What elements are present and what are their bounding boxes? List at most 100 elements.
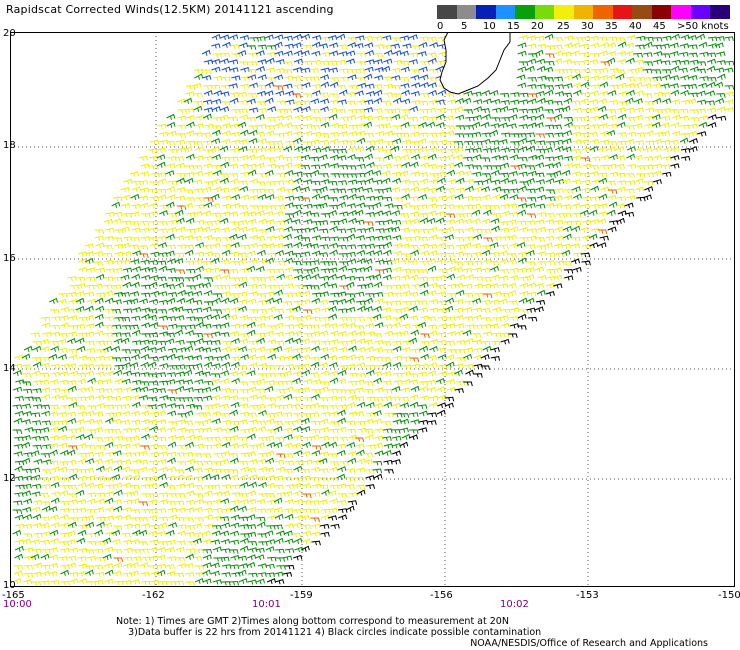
wind-barb (50, 364, 61, 369)
wind-barb (562, 130, 572, 137)
legend-swatch (476, 5, 496, 19)
wind-barb (147, 419, 158, 425)
wind-barb (507, 123, 517, 129)
wind-barb (606, 57, 616, 64)
wind-barb (444, 234, 454, 241)
wind-barb (546, 196, 556, 202)
wind-barb (113, 338, 123, 345)
wind-barb (382, 301, 393, 307)
wind-barb (310, 124, 320, 130)
wind-barb (257, 533, 267, 539)
wind-barb (194, 226, 204, 233)
wind-barb (255, 442, 265, 449)
wind-barb (247, 426, 258, 433)
wind-barb (132, 556, 142, 562)
wind-barb (381, 421, 392, 426)
wind-barb (626, 34, 636, 41)
wind-barb (139, 202, 149, 209)
wind-barb (356, 305, 366, 312)
wind-barb (625, 173, 635, 178)
wind-barb (60, 580, 70, 586)
wind-barb (186, 341, 196, 346)
wind-barb (239, 34, 250, 41)
wind-barb (75, 433, 85, 441)
wind-barb (688, 74, 698, 81)
wind-barb (724, 107, 734, 113)
wind-barb (229, 297, 239, 304)
wind-barb (381, 177, 391, 184)
wind-barb (564, 35, 574, 41)
wind-barb (138, 450, 148, 457)
wind-barb (231, 492, 241, 497)
wind-barb (132, 379, 142, 385)
wind-barb (347, 179, 358, 185)
wind-barb (230, 306, 241, 313)
wind-barb (519, 114, 529, 121)
wind-barb (436, 347, 446, 353)
wind-barb (606, 74, 616, 81)
wind-barb (500, 162, 510, 169)
wind-barb (528, 154, 538, 161)
wind-barb (535, 203, 546, 209)
wind-barb (329, 225, 339, 232)
wind-barb (607, 194, 617, 201)
wind-barb (454, 251, 465, 257)
wind-barb (283, 114, 293, 121)
wind-barb (445, 130, 455, 137)
wind-barb (365, 90, 375, 97)
wind-barb (21, 372, 32, 378)
wind-barb (562, 68, 573, 74)
wind-barb (356, 122, 366, 129)
wind-barb (239, 314, 249, 321)
wind-barb (319, 386, 329, 393)
wind-barb (193, 290, 203, 297)
wind-barb (301, 450, 311, 457)
wind-barb (598, 177, 608, 184)
wind-barb (184, 277, 194, 282)
wind-barb (354, 396, 365, 402)
wind-barb (707, 114, 717, 121)
wind-barb (78, 524, 88, 529)
wind-barb (121, 411, 131, 417)
wind-barb (220, 469, 230, 474)
wind-barb (175, 435, 185, 441)
wind-barb (328, 441, 338, 448)
wind-barb (147, 339, 158, 345)
wind-barb (247, 169, 257, 176)
wind-barb (267, 45, 277, 50)
wind-barb (527, 282, 537, 289)
wind-barb (660, 130, 670, 137)
wind-barb (580, 203, 590, 209)
wind-barb (590, 228, 601, 233)
wind-barb (185, 507, 195, 513)
wind-barb (383, 219, 393, 225)
wind-barb (140, 353, 150, 360)
wind-barb (193, 332, 204, 338)
wind-barb (427, 132, 438, 138)
wind-barb (410, 74, 420, 81)
wind-barb (220, 490, 230, 497)
wind-barb (409, 180, 419, 186)
wind-barb (444, 93, 455, 98)
wind-barb (13, 386, 23, 393)
wind-barb (140, 163, 150, 169)
wind-barb (219, 403, 229, 409)
wind-barb (195, 197, 205, 202)
wind-barb (230, 514, 240, 521)
wind-barb (84, 565, 95, 571)
wind-barb (606, 209, 616, 216)
wind-barb (210, 484, 221, 490)
wind-barb (463, 253, 473, 258)
wind-barb (238, 563, 249, 569)
wind-barb (210, 193, 220, 200)
wind-barb (141, 307, 151, 313)
wind-barb (517, 42, 527, 49)
wind-barb (384, 83, 394, 89)
wind-barb (213, 557, 223, 563)
wind-barb (696, 61, 707, 67)
wind-barb (194, 337, 204, 345)
wind-barb (149, 202, 159, 209)
wind-barb (319, 92, 329, 98)
wind-barb (573, 89, 582, 96)
wind-barb (391, 385, 401, 392)
